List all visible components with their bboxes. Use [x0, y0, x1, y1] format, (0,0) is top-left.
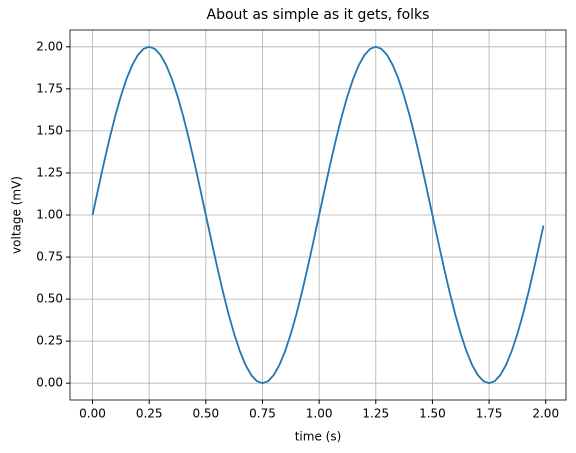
x-tick-label: 0.00 — [79, 407, 106, 421]
line-series — [91, 45, 545, 385]
y-tick-label: 1.00 — [36, 208, 63, 222]
x-tick-label: 0.75 — [249, 407, 276, 421]
y-tick-label: 1.50 — [36, 123, 63, 137]
x-tick-label: 1.25 — [362, 407, 389, 421]
chart-title: About as simple as it gets, folks — [207, 7, 430, 23]
x-axis-label: time (s) — [295, 430, 342, 444]
y-tick-label: 1.25 — [36, 165, 63, 179]
x-tick-label: 1.75 — [476, 407, 503, 421]
x-tick-label: 1.00 — [306, 407, 333, 421]
y-tick-label: 1.75 — [36, 81, 63, 95]
x-tick-label: 0.50 — [192, 407, 219, 421]
y-tick-label: 0.50 — [36, 292, 63, 306]
plot-frame — [69, 29, 567, 401]
x-tick-label: 2.00 — [532, 407, 559, 421]
y-axis-label: voltage (mV) — [10, 176, 24, 254]
y-tick-label: 0.00 — [36, 376, 63, 390]
y-tick-label: 2.00 — [36, 39, 63, 53]
y-tick-label: 0.25 — [36, 334, 63, 348]
x-tick-label: 0.25 — [136, 407, 163, 421]
y-tick-label: 0.75 — [36, 250, 63, 264]
x-tick-label: 1.50 — [419, 407, 446, 421]
